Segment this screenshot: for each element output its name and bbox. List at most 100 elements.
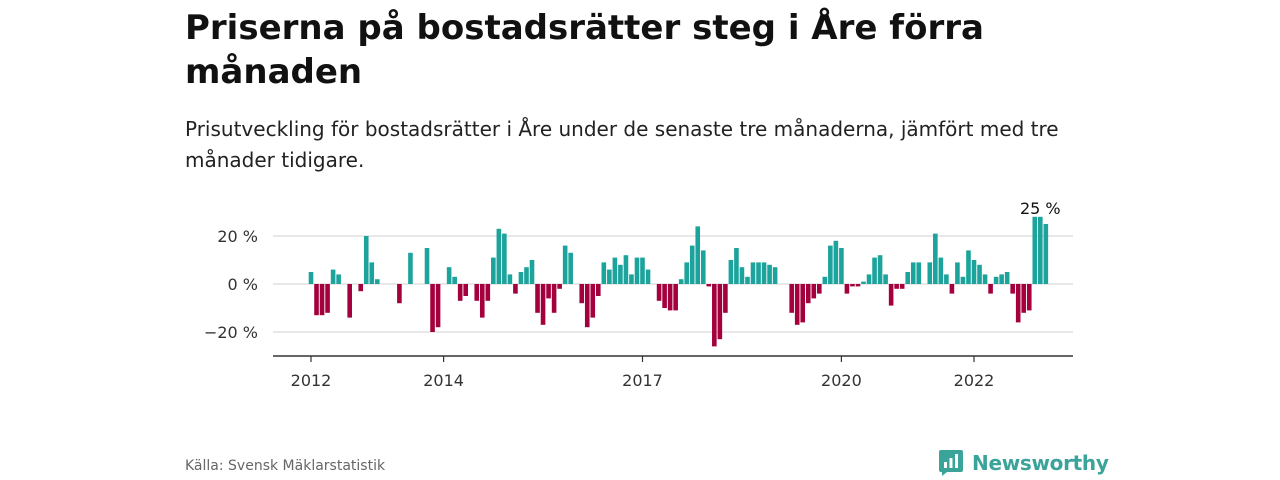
- bar: [734, 248, 739, 284]
- bar: [855, 284, 861, 287]
- bar: [977, 264, 982, 284]
- bar: [982, 274, 988, 284]
- bar: [800, 284, 806, 323]
- bar: [822, 276, 828, 284]
- bar: [927, 262, 933, 284]
- bar: [667, 284, 673, 311]
- chart-title: Priserna på bostadsrätter steg i Åre för…: [185, 8, 984, 92]
- bar: [629, 274, 634, 284]
- bar: [634, 257, 640, 284]
- bar: [502, 233, 507, 284]
- bar: [673, 284, 678, 311]
- bar: [623, 255, 629, 284]
- bar: [507, 274, 513, 284]
- bar: [474, 284, 480, 301]
- bar: [723, 284, 728, 313]
- newsworthy-logo: Newsworthy: [938, 449, 1109, 477]
- bar: [999, 274, 1004, 284]
- bar: [325, 284, 330, 313]
- bar: [811, 284, 817, 299]
- bar: [728, 260, 734, 284]
- bar: [684, 262, 689, 284]
- bar: [463, 284, 468, 296]
- bar: [568, 252, 573, 284]
- bar: [894, 284, 899, 289]
- bar: [524, 267, 529, 284]
- bar: [513, 284, 518, 294]
- bar: [916, 262, 922, 284]
- bar: [612, 257, 618, 284]
- bar: [745, 276, 750, 284]
- bar: [491, 257, 496, 284]
- bar: [944, 274, 949, 284]
- bar: [496, 228, 502, 284]
- bar: [1010, 284, 1015, 294]
- bar: [336, 274, 341, 284]
- bar: [590, 284, 596, 318]
- bar: [761, 262, 767, 284]
- bar: [358, 284, 364, 292]
- bar: [888, 284, 894, 306]
- bar: [645, 269, 651, 284]
- newsworthy-logo-text: Newsworthy: [972, 451, 1109, 475]
- bar: [347, 284, 352, 318]
- x-axis: [273, 355, 1073, 362]
- bar: [938, 257, 944, 284]
- bar: [817, 284, 822, 294]
- bar: [905, 272, 910, 284]
- y-tick-label: −20 %: [204, 323, 258, 342]
- bar: [1021, 284, 1027, 313]
- y-tick-label: 20 %: [217, 227, 258, 246]
- bar: [584, 284, 590, 328]
- x-tick-label: 2017: [622, 371, 663, 390]
- bar: [700, 250, 706, 284]
- bar: [712, 284, 717, 347]
- bar: [772, 267, 778, 284]
- source-note: Källa: Svensk Mäklarstatistik: [185, 458, 386, 474]
- x-tick-label: 2020: [821, 371, 862, 390]
- bar: [452, 276, 457, 284]
- bar: [877, 255, 883, 284]
- bar: [479, 284, 485, 318]
- bar: [435, 284, 441, 328]
- bar: [739, 267, 745, 284]
- bar: [330, 269, 336, 284]
- bar: [369, 262, 375, 284]
- bar: [828, 245, 833, 284]
- bar: [844, 284, 850, 294]
- bar: [529, 260, 535, 284]
- bar: [883, 274, 888, 284]
- bar: [1026, 284, 1032, 311]
- bar: [607, 269, 612, 284]
- bar: [988, 284, 993, 294]
- bar-chart: 20 % 0 % −20 % 2012 2014 2017 2020 2022 25 %: [204, 199, 1073, 390]
- newsworthy-logo-icon: [939, 450, 963, 476]
- bar: [596, 284, 601, 296]
- last-value-annotation: 25 %: [1020, 199, 1061, 218]
- bar: [397, 284, 402, 304]
- bar: [579, 284, 585, 304]
- bar: [446, 267, 452, 284]
- bar: [756, 262, 761, 284]
- bar: [562, 245, 568, 284]
- bar: [993, 276, 999, 284]
- bar: [601, 262, 607, 284]
- bar: [1038, 216, 1043, 284]
- bar: [430, 284, 435, 332]
- bar: [375, 279, 380, 284]
- bar: [408, 252, 413, 284]
- bar: [750, 262, 756, 284]
- bar: [319, 284, 325, 316]
- bar: [546, 284, 551, 299]
- x-tick-label: 2014: [423, 371, 464, 390]
- bar: [789, 284, 794, 313]
- bar: [618, 264, 623, 284]
- x-tick-label: 2012: [291, 371, 332, 390]
- bar: [689, 245, 695, 284]
- bar: [717, 284, 723, 340]
- chart-subtitle: Prisutveckling för bostadsrätter i Åre u…: [185, 117, 1059, 172]
- bar: [518, 272, 524, 284]
- bar: [966, 250, 971, 284]
- bar: [424, 248, 430, 284]
- bar: [485, 284, 491, 301]
